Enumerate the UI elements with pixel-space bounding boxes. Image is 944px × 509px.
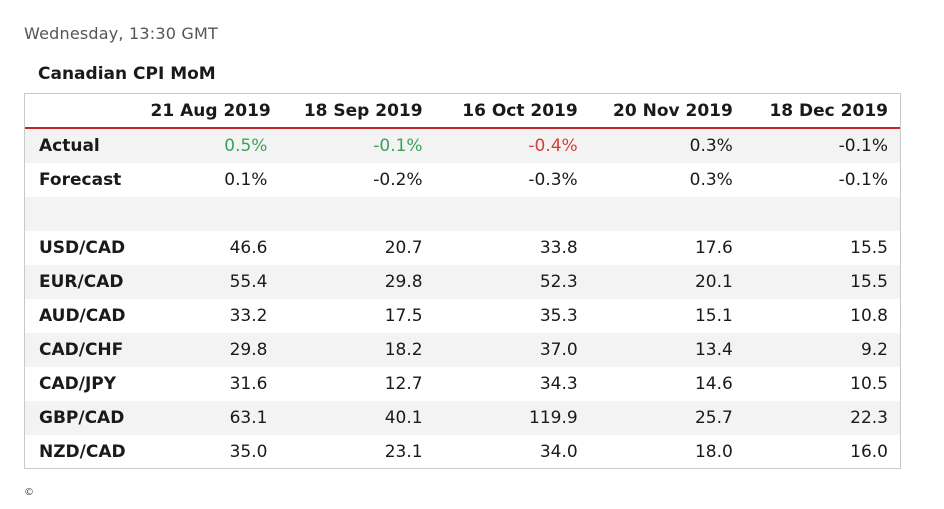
table-row: USD/CAD 46.6 20.7 33.8 17.6 15.5	[25, 231, 900, 265]
pip-value: 29.8	[136, 333, 280, 367]
spacer-cell	[25, 197, 900, 231]
forecast-value: -0.2%	[373, 170, 423, 190]
row-label: CAD/CHF	[25, 333, 137, 367]
timestamp: Wednesday, 13:30 GMT	[24, 24, 218, 43]
actual-value: -0.4%	[434, 128, 590, 163]
column-header: 18 Dec 2019	[744, 94, 900, 129]
table-row: EUR/CAD 55.4 29.8 52.3 20.1 15.5	[25, 265, 900, 299]
pip-value: 35.0	[229, 442, 268, 462]
pip-value: 33.2	[229, 306, 268, 326]
pip-value: 46.6	[229, 238, 268, 258]
column-header: 21 Aug 2019	[136, 94, 280, 129]
forecast-value: 0.3%	[689, 170, 733, 190]
table-title: Canadian CPI MoM	[38, 64, 216, 84]
actual-value: 0.5%	[136, 128, 280, 163]
pip-value: 40.1	[279, 401, 435, 435]
pip-value: 10.5	[850, 374, 888, 394]
pip-value: 18.0	[694, 442, 733, 462]
row-label: GBP/CAD	[25, 401, 137, 435]
row-label: Forecast	[39, 170, 122, 190]
pip-value: 16.0	[850, 442, 888, 462]
forecast-value: 0.1%	[224, 170, 268, 190]
table-row: GBP/CAD 63.1 40.1 119.9 25.7 22.3	[25, 401, 900, 435]
table-row: CAD/JPY 31.6 12.7 34.3 14.6 10.5	[25, 367, 900, 401]
actual-value: -0.1%	[744, 128, 900, 163]
pip-value: 13.4	[589, 333, 745, 367]
row-label: Actual	[25, 128, 137, 163]
row-label: CAD/JPY	[39, 374, 117, 394]
pip-value: 37.0	[434, 333, 590, 367]
header-corner	[25, 94, 137, 129]
pip-value: 29.8	[279, 265, 435, 299]
pip-value: 17.5	[384, 306, 423, 326]
column-header: 18 Sep 2019	[279, 94, 435, 129]
pip-value: 34.3	[539, 374, 578, 394]
row-label: NZD/CAD	[39, 442, 126, 462]
pip-value: 20.1	[589, 265, 745, 299]
column-header: 16 Oct 2019	[434, 94, 590, 129]
pip-value: 31.6	[229, 374, 268, 394]
column-header: 20 Nov 2019	[589, 94, 745, 129]
pip-value: 22.3	[744, 401, 900, 435]
pip-value: 52.3	[434, 265, 590, 299]
pip-value: 25.7	[589, 401, 745, 435]
pip-value: 34.0	[539, 442, 578, 462]
actual-row: Actual 0.5% -0.1% -0.4% 0.3% -0.1%	[25, 128, 900, 163]
pip-value: 18.2	[279, 333, 435, 367]
table-header-row: 21 Aug 2019 18 Sep 2019 16 Oct 2019 20 N…	[25, 94, 900, 129]
cpi-table-container: 21 Aug 2019 18 Sep 2019 16 Oct 2019 20 N…	[24, 93, 901, 469]
actual-value: -0.1%	[279, 128, 435, 163]
pip-value: 15.1	[694, 306, 733, 326]
table-row: AUD/CAD 33.2 17.5 35.3 15.1 10.8	[25, 299, 900, 333]
row-label: AUD/CAD	[39, 306, 126, 326]
pip-value: 63.1	[136, 401, 280, 435]
pip-value: 33.8	[539, 238, 578, 258]
pip-value: 23.1	[384, 442, 423, 462]
pip-value: 9.2	[744, 333, 900, 367]
forecast-row: Forecast 0.1% -0.2% -0.3% 0.3% -0.1%	[25, 163, 900, 197]
pip-value: 14.6	[694, 374, 733, 394]
cpi-table: 21 Aug 2019 18 Sep 2019 16 Oct 2019 20 N…	[25, 94, 900, 469]
copyright-mark: ©	[24, 487, 34, 498]
row-label: USD/CAD	[39, 238, 126, 258]
row-label: EUR/CAD	[25, 265, 137, 299]
table-row: CAD/CHF 29.8 18.2 37.0 13.4 9.2	[25, 333, 900, 367]
forecast-value: -0.3%	[528, 170, 578, 190]
pip-value: 10.8	[850, 306, 888, 326]
forecast-value: -0.1%	[838, 170, 888, 190]
pip-value: 55.4	[136, 265, 280, 299]
actual-value: 0.3%	[589, 128, 745, 163]
pip-value: 20.7	[384, 238, 423, 258]
pip-value: 119.9	[434, 401, 590, 435]
pip-value: 15.5	[850, 238, 888, 258]
table-row: NZD/CAD 35.0 23.1 34.0 18.0 16.0	[25, 435, 900, 469]
pip-value: 35.3	[539, 306, 578, 326]
pip-value: 12.7	[384, 374, 423, 394]
spacer-row	[25, 197, 900, 231]
pip-value: 17.6	[694, 238, 733, 258]
pip-value: 15.5	[744, 265, 900, 299]
